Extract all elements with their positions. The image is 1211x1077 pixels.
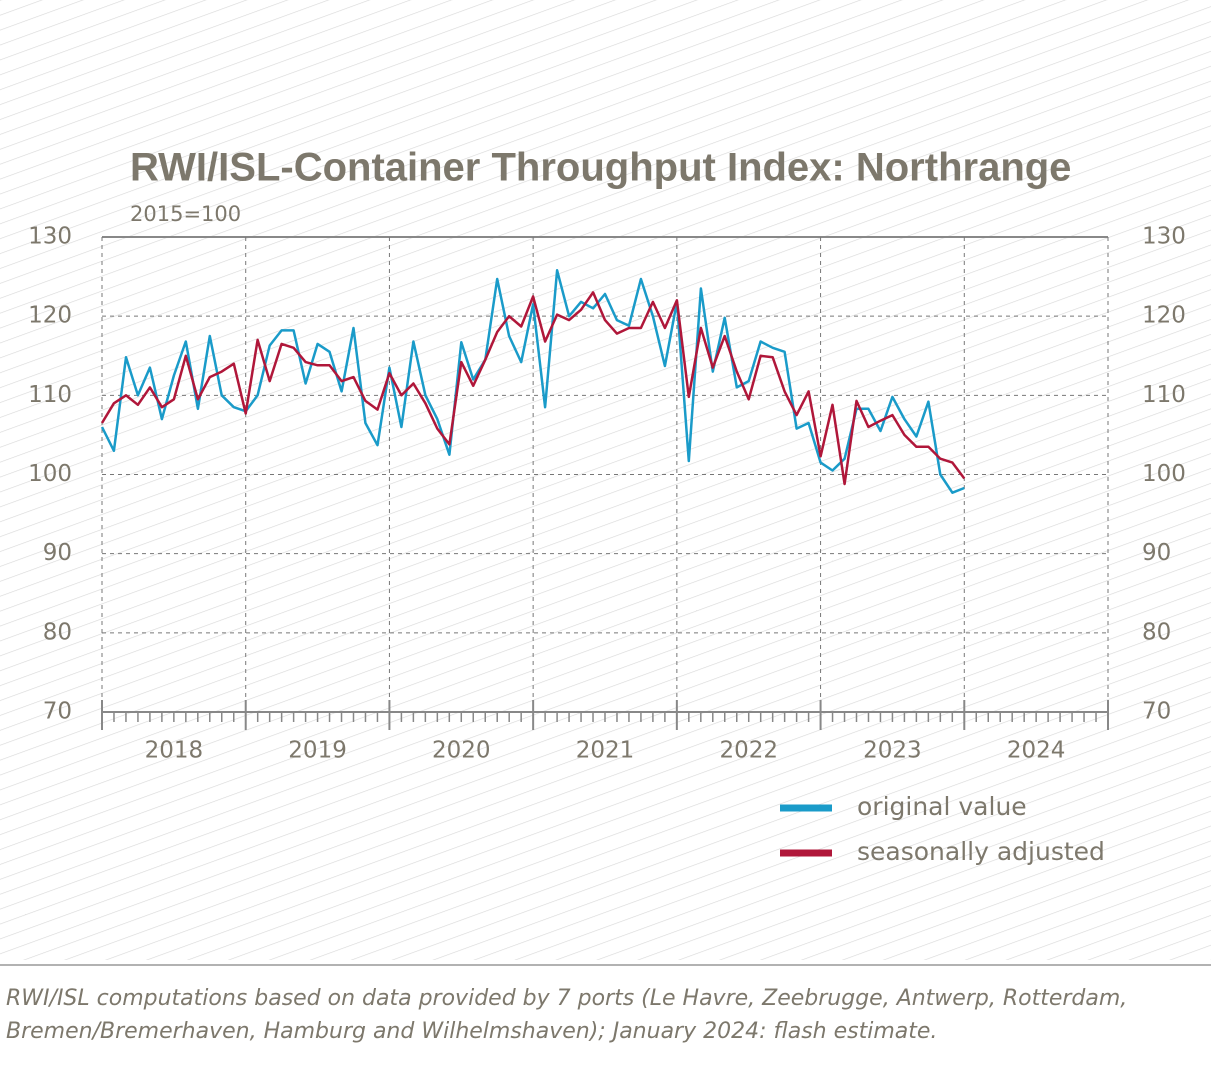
y2-tick-label: 70 [1142, 699, 1171, 725]
background-hatch [0, 0, 1211, 960]
x-tick-label: 2018 [145, 738, 204, 764]
y2-tick-label: 110 [1142, 382, 1186, 408]
y2-tick-label: 120 [1142, 303, 1186, 329]
y2-tick-label: 80 [1142, 619, 1171, 645]
footnote: RWI/ISL computations based on data provi… [6, 986, 1128, 1044]
y-tick-label: 120 [28, 303, 72, 329]
y2-tick-label: 90 [1142, 540, 1171, 566]
x-tick-label: 2022 [719, 738, 778, 764]
x-tick-label: 2024 [1007, 738, 1066, 764]
y-tick-label: 70 [43, 699, 72, 725]
legend-label: original value [857, 792, 1027, 821]
y-tick-label: 90 [43, 540, 72, 566]
y-tick-label: 100 [28, 461, 72, 487]
x-tick-label: 2023 [863, 738, 922, 764]
y-tick-label: 130 [28, 224, 72, 250]
y-tick-label: 110 [28, 382, 72, 408]
x-tick-label: 2019 [288, 738, 347, 764]
data-line [100, 291, 966, 486]
y-tick-label: 80 [43, 619, 72, 645]
legend-label: seasonally adjusted [857, 837, 1105, 866]
chart-title: RWI/ISL-Container Throughput Index: Nort… [130, 146, 1071, 190]
y2-tick-label: 100 [1142, 461, 1186, 487]
x-tick-label: 2020 [432, 738, 491, 764]
x-tick-label: 2021 [576, 738, 635, 764]
chart-subtitle: 2015=100 [130, 202, 241, 226]
y2-tick-label: 130 [1142, 224, 1186, 250]
